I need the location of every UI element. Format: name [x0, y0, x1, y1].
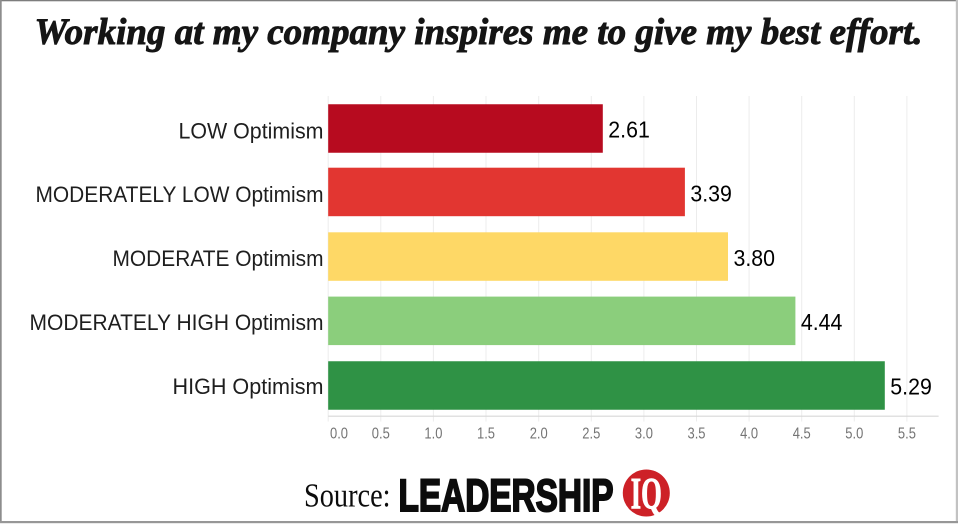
svg-text:5.5: 5.5 — [898, 426, 916, 443]
svg-text:MODERATE Optimism: MODERATE Optimism — [113, 246, 324, 271]
svg-text:3.39: 3.39 — [690, 181, 732, 207]
svg-text:5.0: 5.0 — [845, 426, 863, 443]
svg-text:4.0: 4.0 — [740, 426, 758, 443]
svg-text:2.61: 2.61 — [608, 116, 650, 142]
svg-text:HIGH Optimism: HIGH Optimism — [173, 374, 324, 399]
svg-text:LOW Optimism: LOW Optimism — [179, 119, 324, 144]
svg-text:3.0: 3.0 — [635, 426, 653, 443]
svg-text:4.5: 4.5 — [793, 426, 811, 443]
svg-text:LEADERSHIP: LEADERSHIP — [399, 470, 614, 521]
svg-text:0.0: 0.0 — [330, 426, 348, 443]
svg-text:5.29: 5.29 — [890, 373, 932, 399]
svg-text:3.5: 3.5 — [688, 426, 706, 443]
svg-text:MODERATELY HIGH Optimism: MODERATELY HIGH Optimism — [30, 310, 324, 335]
svg-text:IQ: IQ — [631, 469, 662, 518]
svg-text:Source:: Source: — [304, 478, 391, 515]
svg-text:1.5: 1.5 — [477, 426, 495, 443]
svg-text:MODERATELY LOW Optimism: MODERATELY LOW Optimism — [36, 182, 324, 207]
svg-text:1.0: 1.0 — [424, 426, 442, 443]
svg-text:2.0: 2.0 — [530, 426, 548, 443]
svg-text:4.44: 4.44 — [801, 309, 843, 335]
svg-text:3.80: 3.80 — [734, 245, 776, 271]
svg-text:0.5: 0.5 — [372, 426, 390, 443]
svg-text:2.5: 2.5 — [582, 426, 600, 443]
svg-text:Working at my company inspires: Working at my company inspires me to giv… — [35, 12, 923, 53]
